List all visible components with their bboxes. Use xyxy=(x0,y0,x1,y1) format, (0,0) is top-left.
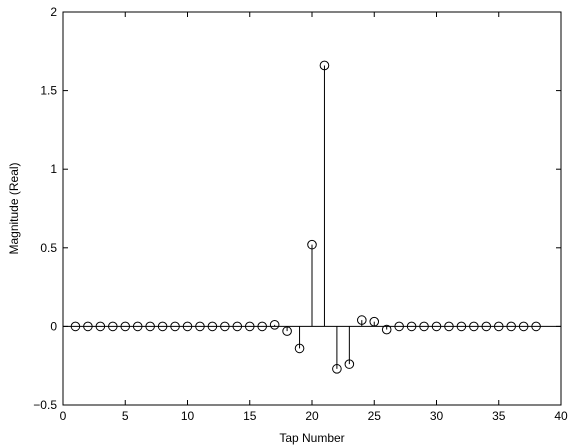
stem-marker xyxy=(257,321,268,332)
stem-marker xyxy=(357,315,367,325)
stem-marker xyxy=(319,60,330,71)
x-tick-label: 35 xyxy=(492,409,506,423)
axis-ticks: 0 5 10 15 20 25 30 35 40−0.500.511.52 xyxy=(33,5,568,423)
stem-marker xyxy=(381,324,392,335)
stem-marker xyxy=(108,321,118,332)
stem-marker xyxy=(244,321,255,332)
stem-marker xyxy=(294,343,305,354)
stem-marker xyxy=(170,321,180,332)
stem-marker xyxy=(269,320,280,330)
stem-marker xyxy=(394,321,404,332)
stem-marker xyxy=(431,321,442,332)
stem-marker xyxy=(518,321,529,332)
stem-marker xyxy=(369,316,380,327)
stem-marker xyxy=(232,321,243,332)
y-tick-label: −0.5 xyxy=(33,398,57,412)
stem-marker xyxy=(481,321,492,332)
x-tick-label: 10 xyxy=(181,409,195,423)
stem-marker xyxy=(220,321,230,332)
stem-marker xyxy=(83,321,93,332)
stem-marker xyxy=(419,321,429,332)
stem-marker xyxy=(307,239,317,250)
stem-marker xyxy=(70,321,81,332)
x-axis-label: Tap Number xyxy=(279,431,344,445)
stem-marker xyxy=(195,321,205,332)
y-axis-label: Magnitude (Real) xyxy=(7,162,21,254)
stem-marker xyxy=(506,321,517,332)
stem-marker xyxy=(207,321,218,332)
x-tick-label: 25 xyxy=(368,409,382,423)
stem-marker xyxy=(344,359,355,369)
y-tick-label: 0.5 xyxy=(40,241,57,255)
stem-marker xyxy=(456,321,467,332)
stem-marker xyxy=(132,321,143,332)
x-tick-label: 20 xyxy=(305,409,319,423)
axes-frame xyxy=(62,11,562,406)
y-tick-label: 1.5 xyxy=(40,84,57,98)
stem-marker xyxy=(145,321,155,332)
stem-marker xyxy=(493,321,504,332)
y-tick-label: 0 xyxy=(50,319,57,333)
stem-marker xyxy=(469,321,479,332)
stem-marker xyxy=(444,321,454,332)
stem-marker xyxy=(120,321,131,332)
stem-marker xyxy=(282,326,292,336)
y-tick-label: 1 xyxy=(50,162,57,176)
stem-marker xyxy=(182,321,193,332)
x-tick-label: 30 xyxy=(430,409,444,423)
x-tick-label: 5 xyxy=(122,409,129,423)
stem-marker xyxy=(95,321,106,332)
stem-marker xyxy=(332,364,342,374)
plot-area-border xyxy=(62,11,562,406)
stem-marker xyxy=(157,321,168,332)
stem-marker xyxy=(406,321,417,332)
x-tick-label: 40 xyxy=(554,409,568,423)
y-tick-label: 2 xyxy=(50,5,57,19)
x-tick-label: 15 xyxy=(243,409,257,423)
stem-series xyxy=(63,60,561,374)
stem-marker xyxy=(531,321,541,332)
x-tick-label: 0 xyxy=(60,409,67,423)
